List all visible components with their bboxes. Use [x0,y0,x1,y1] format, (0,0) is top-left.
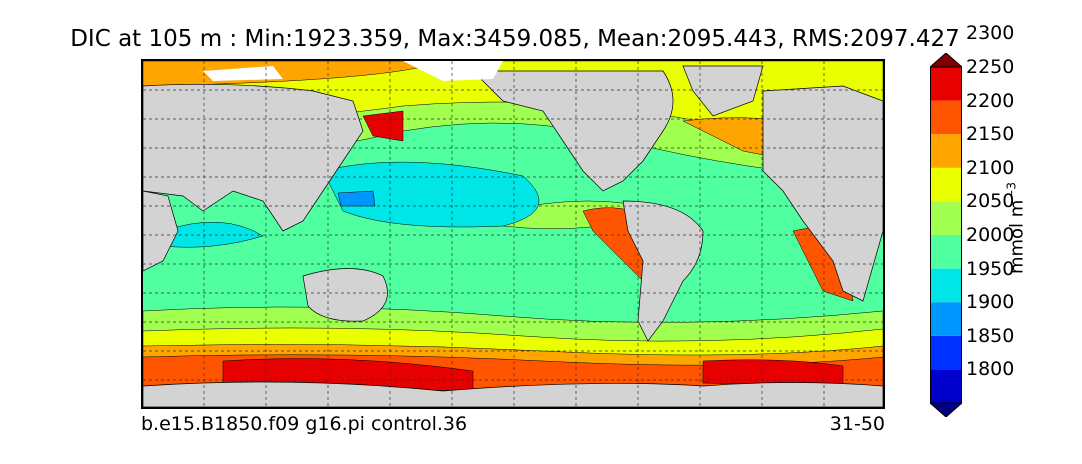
colorbar-tick-label: 1850 [966,324,1015,347]
band-1900-npac [337,190,376,207]
colorbar-bin [930,201,962,235]
colorbar-tick-label: 2050 [966,190,1015,213]
colorbar-tick-label: 2100 [966,156,1015,179]
colorbar-bin [930,134,962,168]
case-name-label: b.e15.B1850.f09 g16.pi control.36 [141,413,468,435]
map-canvas [143,61,883,407]
colorbar-bin [930,167,962,202]
land-south-america [622,200,704,342]
gridlines [143,61,883,407]
band-1950-npac [322,161,540,228]
colorbar-tick-label: 1800 [966,358,1015,381]
band-1950-io [162,221,264,248]
years-label: 31-50 [829,413,885,435]
colorbar-unit-label: mmol m−3 [1005,182,1028,274]
unit-base: mmol m [1006,199,1028,275]
colorbar [928,52,964,421]
ocean-map [141,59,885,409]
colorbar-bin [930,335,962,370]
colorbar-tick-label: 2000 [966,224,1015,246]
colorbar-tick-label: 1950 [966,257,1015,280]
band-2250-nw-pac [362,110,404,142]
colorbar-bin [928,402,964,418]
colorbar-bin [930,100,962,135]
colorbar-bin [930,67,962,101]
land-europe-africa [762,85,883,302]
land-eurasia [143,83,364,232]
sea-ice-arctic2 [203,66,283,81]
land [143,65,883,407]
land-greenland [682,65,764,117]
land-africa-west [143,190,179,272]
colorbar-bin [930,268,962,303]
colorbar-bin [930,369,962,403]
unit-exponent: −3 [1004,181,1019,200]
band-2300-s2 [702,359,844,387]
colorbar-tick-label: 2300 [966,22,1015,45]
land-australia [302,268,388,322]
colorbar-tick-label: 1900 [966,291,1015,314]
land-antarctica [143,381,883,407]
plot-title: DIC at 105 m : Min:1923.359, Max:3459.08… [70,26,960,52]
sea-ice-arctic [403,61,503,81]
colorbar-tick-label: 2150 [966,123,1015,146]
colorbar-tick-label: 2250 [966,56,1015,78]
colorbar-outline [930,66,962,404]
colorbar-bin [930,302,962,336]
colorbar-tick-label: 2200 [966,89,1015,112]
colorbar-svg [928,52,964,418]
colorbar-bin [930,235,962,269]
colorbar-bin [928,52,964,68]
land-north-america [472,70,674,192]
